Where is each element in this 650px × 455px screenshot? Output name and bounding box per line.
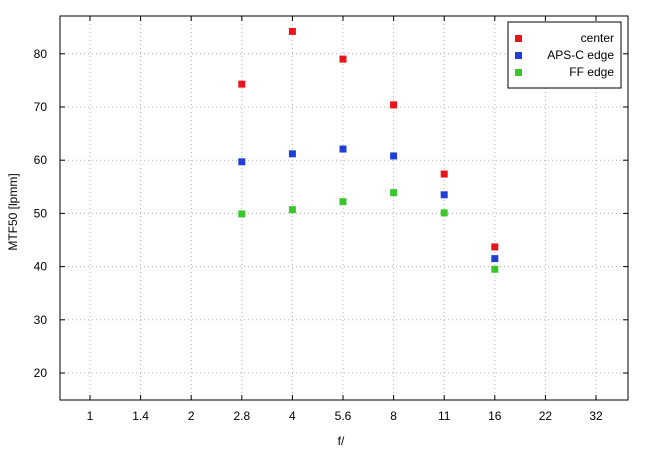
data-point-center — [238, 80, 246, 88]
y-axis-label: MTF50 [lpmm] — [6, 173, 20, 250]
data-point-center — [440, 170, 448, 178]
series-center — [238, 27, 499, 251]
x-tick-labels: 1 1.4 2 2.8 4 5.6 8 11 16 22 32 — [87, 409, 603, 423]
y-tick-label: 70 — [34, 100, 48, 114]
data-point-aps-c-edge — [440, 191, 448, 199]
y-tick-label: 50 — [34, 206, 48, 220]
y-tick-label: 80 — [34, 47, 48, 61]
x-tick-label: 2 — [188, 409, 195, 423]
axis-ticks — [60, 16, 628, 400]
legend-items: center APS-C edge FF edge — [515, 31, 614, 79]
data-point-ff-edge — [390, 189, 398, 197]
y-tick-labels: 20 30 40 50 60 70 80 — [34, 47, 48, 380]
series-ff-edge — [238, 189, 499, 273]
y-tick-label: 20 — [34, 366, 48, 380]
data-point-ff-edge — [491, 265, 499, 273]
x-tick-label: 1 — [87, 409, 94, 423]
data-points — [238, 27, 499, 273]
legend-label-aps-c-edge: APS-C edge — [547, 48, 614, 62]
data-point-aps-c-edge — [339, 145, 347, 153]
data-point-center — [339, 55, 347, 63]
legend: center APS-C edge FF edge — [507, 21, 622, 89]
x-tick-label: 5.6 — [335, 409, 352, 423]
legend-swatch-center — [515, 35, 522, 42]
x-tick-label: 2.8 — [233, 409, 250, 423]
data-point-center — [390, 101, 398, 109]
x-tick-label: 4 — [289, 409, 296, 423]
plot-frame — [59, 15, 629, 401]
legend-swatch-ff-edge — [515, 69, 522, 76]
data-point-ff-edge — [339, 198, 347, 206]
data-point-center — [288, 27, 296, 35]
y-tick-label: 40 — [34, 260, 48, 274]
series-aps-c-edge — [238, 145, 499, 263]
x-tick-label: 11 — [438, 409, 451, 423]
legend-label-ff-edge: FF edge — [569, 65, 614, 79]
y-tick-label: 60 — [34, 153, 48, 167]
legend-label-center: center — [581, 31, 614, 45]
data-point-ff-edge — [288, 206, 296, 214]
legend-swatch-aps-c-edge — [515, 52, 522, 59]
data-point-ff-edge — [238, 210, 246, 218]
data-point-aps-c-edge — [390, 152, 398, 160]
data-point-aps-c-edge — [288, 150, 296, 158]
x-tick-label: 16 — [488, 409, 502, 423]
x-tick-label: 22 — [539, 409, 553, 423]
data-point-center — [491, 243, 499, 251]
x-tick-label: 32 — [589, 409, 603, 423]
data-point-aps-c-edge — [491, 255, 499, 263]
data-point-aps-c-edge — [238, 158, 246, 166]
x-axis-label: f/ — [338, 434, 345, 448]
x-tick-label: 1.4 — [132, 409, 149, 423]
legend-box — [507, 21, 622, 89]
y-tick-label: 30 — [34, 313, 48, 327]
x-tick-label: 8 — [390, 409, 397, 423]
data-point-ff-edge — [440, 209, 448, 217]
